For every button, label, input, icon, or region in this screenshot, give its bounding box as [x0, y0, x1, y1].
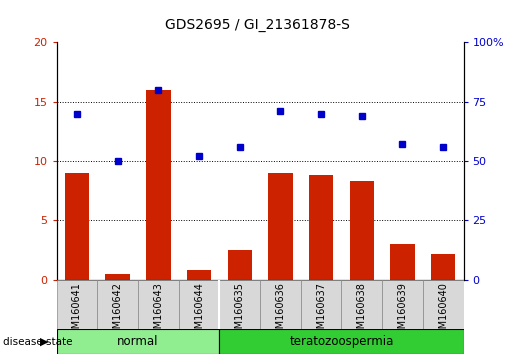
FancyBboxPatch shape	[382, 280, 423, 329]
Bar	[106, 274, 130, 280]
FancyBboxPatch shape	[219, 280, 260, 329]
Text: normal: normal	[117, 335, 159, 348]
Text: ▶: ▶	[40, 337, 49, 347]
FancyBboxPatch shape	[179, 280, 219, 329]
Text: GSM160640: GSM160640	[438, 282, 448, 341]
FancyBboxPatch shape	[301, 280, 341, 329]
FancyBboxPatch shape	[219, 329, 464, 354]
Text: GSM160643: GSM160643	[153, 282, 163, 341]
Text: GSM160642: GSM160642	[113, 282, 123, 341]
Text: GSM160636: GSM160636	[276, 282, 285, 341]
FancyBboxPatch shape	[57, 280, 97, 329]
Text: GSM160635: GSM160635	[235, 282, 245, 341]
Bar	[268, 173, 293, 280]
Text: teratozoospermia: teratozoospermia	[289, 335, 393, 348]
FancyBboxPatch shape	[341, 280, 382, 329]
Text: GSM160638: GSM160638	[357, 282, 367, 341]
Bar	[187, 270, 211, 280]
FancyBboxPatch shape	[138, 280, 179, 329]
FancyBboxPatch shape	[423, 280, 464, 329]
Bar	[228, 250, 252, 280]
Bar	[350, 181, 374, 280]
Bar	[390, 244, 415, 280]
Text: GDS2695 / GI_21361878-S: GDS2695 / GI_21361878-S	[165, 18, 350, 32]
Bar	[431, 253, 455, 280]
Bar	[309, 175, 333, 280]
FancyBboxPatch shape	[97, 280, 138, 329]
Text: GSM160639: GSM160639	[398, 282, 407, 341]
Text: GSM160641: GSM160641	[72, 282, 82, 341]
Text: GSM160637: GSM160637	[316, 282, 326, 341]
Bar	[65, 173, 89, 280]
Text: disease state: disease state	[3, 337, 72, 347]
FancyBboxPatch shape	[260, 280, 301, 329]
FancyBboxPatch shape	[57, 329, 219, 354]
Text: GSM160644: GSM160644	[194, 282, 204, 341]
Bar	[146, 90, 170, 280]
